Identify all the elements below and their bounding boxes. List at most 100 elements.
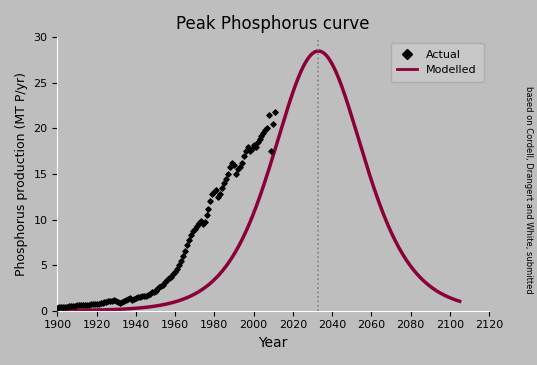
Point	[161, 280, 170, 285]
Point	[231, 171, 240, 177]
Point	[118, 299, 126, 305]
Point	[175, 262, 183, 268]
Point	[191, 226, 199, 232]
Point	[124, 296, 132, 302]
Point	[243, 144, 252, 150]
Point	[228, 160, 236, 166]
Point	[194, 220, 203, 226]
Point	[86, 301, 95, 307]
Title: Peak Phosphorus curve: Peak Phosphorus curve	[177, 15, 370, 33]
Point	[169, 271, 177, 277]
Point	[96, 300, 105, 306]
Point	[106, 298, 115, 304]
Point	[237, 160, 246, 166]
Point	[251, 144, 260, 150]
Point	[253, 139, 262, 145]
Point	[95, 301, 103, 307]
Point	[134, 294, 142, 300]
Point	[198, 221, 207, 227]
Point	[269, 121, 278, 127]
Point	[100, 299, 109, 305]
Point	[67, 303, 75, 309]
Point	[147, 289, 156, 295]
Point	[110, 297, 119, 303]
Point	[208, 191, 217, 197]
Point	[249, 142, 258, 148]
Point	[163, 277, 172, 283]
Point	[186, 232, 195, 238]
Point	[267, 148, 275, 154]
Point	[92, 301, 101, 307]
Point	[271, 109, 279, 115]
Point	[234, 166, 242, 172]
Point	[63, 304, 71, 310]
Point	[257, 133, 266, 139]
Point	[114, 299, 122, 304]
Point	[197, 219, 205, 224]
Point	[157, 283, 166, 289]
Point	[151, 288, 160, 293]
Text: based on Cordell, Drangert and White, submitted: based on Cordell, Drangert and White, su…	[524, 86, 533, 294]
Point	[137, 293, 146, 299]
Point	[216, 191, 224, 197]
Point	[185, 237, 193, 243]
Point	[120, 298, 128, 304]
Point	[171, 269, 179, 274]
Point	[112, 298, 121, 304]
Point	[240, 153, 248, 159]
Point	[204, 206, 213, 212]
Point	[126, 296, 134, 301]
Point	[75, 302, 83, 308]
X-axis label: Year: Year	[258, 336, 288, 350]
Point	[81, 302, 89, 308]
Point	[218, 185, 227, 191]
Point	[188, 228, 197, 234]
Point	[61, 304, 70, 310]
Point	[222, 176, 230, 181]
Point	[167, 274, 176, 280]
Point	[71, 303, 79, 309]
Point	[155, 285, 164, 291]
Point	[212, 188, 221, 193]
Point	[98, 300, 107, 306]
Point	[90, 301, 99, 307]
Point	[210, 189, 219, 195]
Point	[69, 303, 77, 309]
Point	[104, 299, 113, 304]
Point	[140, 293, 148, 299]
Point	[173, 266, 182, 272]
Point	[159, 282, 168, 288]
Point	[78, 302, 87, 308]
Point	[149, 289, 158, 295]
Point	[116, 300, 125, 306]
Point	[255, 137, 264, 142]
Point	[242, 148, 250, 154]
Point	[146, 291, 154, 297]
Point	[236, 164, 244, 170]
Point	[128, 297, 136, 303]
Point	[261, 127, 270, 133]
Point	[141, 293, 150, 299]
Point	[53, 305, 62, 311]
Point	[180, 248, 189, 254]
Point	[192, 223, 201, 229]
Point	[65, 304, 74, 310]
Point	[89, 301, 97, 307]
Point	[153, 286, 162, 292]
Point	[220, 180, 228, 186]
Point	[263, 126, 272, 131]
Point	[206, 199, 215, 204]
Point	[84, 301, 93, 307]
Point	[143, 292, 152, 298]
Point	[259, 130, 268, 136]
Point	[214, 194, 223, 200]
Legend: Actual, Modelled: Actual, Modelled	[391, 43, 483, 82]
Point	[200, 219, 209, 225]
Point	[102, 299, 111, 305]
Y-axis label: Phosphorus production (MT P/yr): Phosphorus production (MT P/yr)	[15, 72, 28, 276]
Point	[55, 304, 64, 310]
Point	[202, 212, 211, 218]
Point	[245, 148, 254, 154]
Point	[132, 295, 140, 301]
Point	[183, 242, 191, 248]
